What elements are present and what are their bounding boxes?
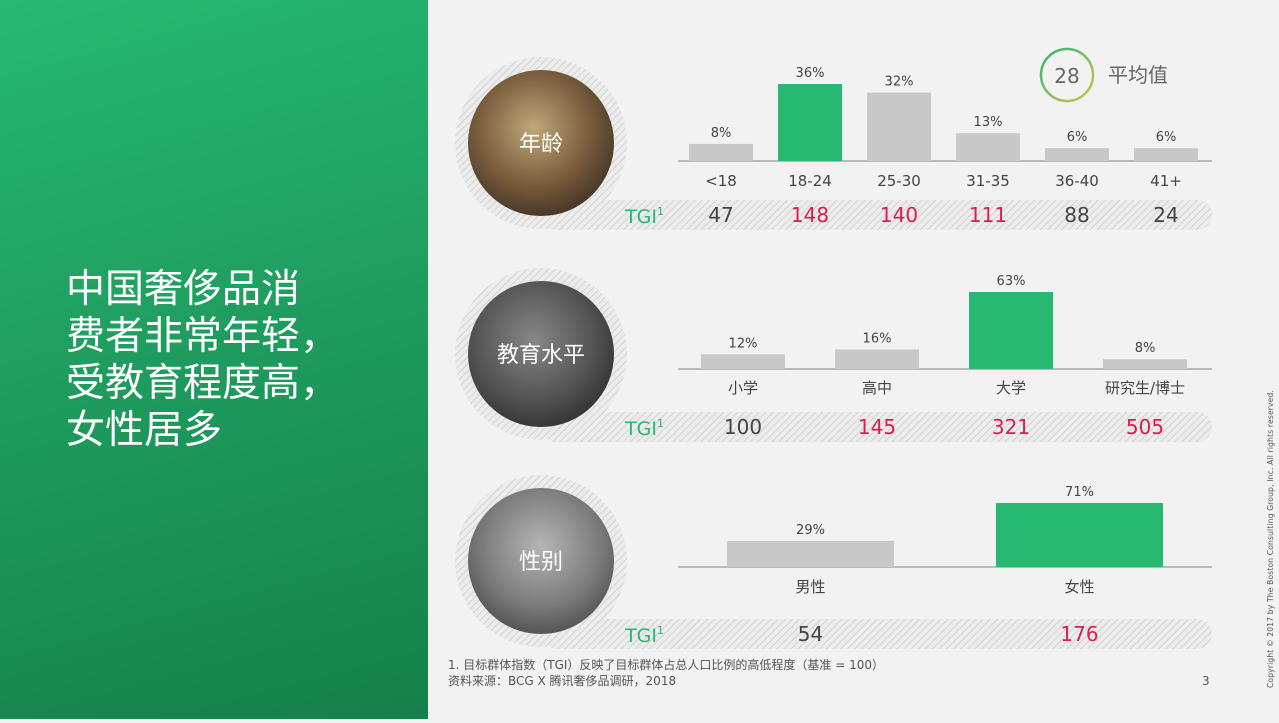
category-tick-label: 25-30 bbox=[877, 172, 921, 190]
tgi-label: TGI1 bbox=[624, 205, 664, 228]
copyright-text: Copyright © 2017 by The Boston Consultin… bbox=[1266, 389, 1275, 688]
charts-panel: 年龄 TGI1 8% <18 47 36% 18-24 148 32% 25-30 140 13% 31… bbox=[428, 0, 1279, 719]
chart-group: 年龄 TGI1 8% <18 47 36% 18-24 148 32% 25-30 140 13% 31… bbox=[455, 57, 1212, 230]
bar bbox=[1103, 359, 1187, 369]
bar bbox=[778, 84, 842, 161]
category-tick-label: 研究生/博士 bbox=[1105, 379, 1185, 397]
bar-value-label: 13% bbox=[974, 115, 1003, 130]
tgi-value: 505 bbox=[1126, 415, 1164, 439]
bar bbox=[701, 354, 785, 369]
photo-overlay bbox=[468, 281, 614, 427]
photo-overlay bbox=[468, 70, 614, 216]
charts-svg: 年龄 TGI1 8% <18 47 36% 18-24 148 32% 25-30 140 13% 31… bbox=[455, 47, 1212, 649]
average-value: 28 bbox=[1054, 64, 1079, 88]
chart-group: 性别 TGI1 29% 男性 54 71% 女性 176 bbox=[455, 475, 1212, 649]
category-tick-label: 36-40 bbox=[1055, 172, 1099, 190]
category-tick-label: <18 bbox=[705, 172, 737, 190]
tgi-value: 47 bbox=[708, 203, 733, 227]
tgi-label: TGI1 bbox=[624, 624, 664, 647]
bar-value-label: 29% bbox=[796, 523, 825, 538]
tgi-value: 140 bbox=[880, 203, 918, 227]
average-badge: 28 平均值 bbox=[1039, 47, 1168, 103]
category-title: 教育水平 bbox=[497, 343, 585, 368]
woman-with-phone-photo bbox=[468, 488, 614, 634]
bar bbox=[956, 133, 1020, 161]
bar bbox=[969, 292, 1053, 369]
bar-value-label: 16% bbox=[863, 331, 892, 346]
category-tick-label: 小学 bbox=[728, 379, 758, 397]
tgi-value: 100 bbox=[724, 415, 762, 439]
tgi-value: 176 bbox=[1060, 622, 1098, 646]
bar bbox=[867, 92, 931, 161]
category-tick-label: 男性 bbox=[795, 578, 825, 596]
chart-group: 教育水平 TGI1 12% 小学 100 16% 高中 145 63% 大学 321 8% 研究生/博士… bbox=[455, 268, 1212, 442]
left-green-panel: 中国奢侈品消 费者非常年轻， 受教育程度高， 女性居多 bbox=[0, 0, 428, 719]
bar-value-label: 12% bbox=[729, 336, 758, 351]
bar bbox=[727, 540, 894, 567]
bar-value-label: 32% bbox=[885, 75, 914, 90]
bar-value-label: 6% bbox=[1156, 130, 1177, 145]
headline-line: 费者非常年轻， bbox=[66, 314, 340, 359]
tgi-value: 148 bbox=[791, 203, 829, 227]
students-photo bbox=[468, 281, 614, 427]
category-tick-label: 大学 bbox=[996, 379, 1026, 397]
tgi-band bbox=[541, 412, 1212, 442]
tgi-value: 111 bbox=[969, 203, 1007, 227]
headline-line: 女性居多 bbox=[66, 408, 223, 453]
bar-value-label: 8% bbox=[711, 126, 732, 141]
bar-value-label: 63% bbox=[997, 274, 1026, 289]
bar bbox=[1134, 148, 1198, 161]
bar-value-label: 6% bbox=[1067, 130, 1088, 145]
tgi-value: 54 bbox=[798, 622, 823, 646]
category-tick-label: 高中 bbox=[862, 379, 892, 397]
category-tick-label: 18-24 bbox=[788, 172, 832, 190]
bar bbox=[835, 349, 919, 369]
tgi-value: 24 bbox=[1153, 203, 1178, 227]
footnote-line: 1. 目标群体指数（TGI）反映了目标群体占总人口比例的高低程度（基准 = 10… bbox=[448, 658, 885, 672]
bar-value-label: 71% bbox=[1065, 485, 1094, 500]
source-line: 资料来源：BCG X 腾讯奢侈品调研，2018 bbox=[448, 674, 677, 688]
category-title: 性别 bbox=[519, 550, 563, 575]
photo-overlay bbox=[468, 488, 614, 634]
page-number: 3 bbox=[1202, 674, 1210, 688]
bar bbox=[689, 143, 753, 161]
tgi-value: 88 bbox=[1064, 203, 1089, 227]
category-title: 年龄 bbox=[519, 132, 563, 157]
tgi-band bbox=[541, 619, 1212, 649]
headline-line: 中国奢侈品消 bbox=[66, 267, 301, 312]
headline-line: 受教育程度高， bbox=[66, 361, 340, 406]
bar-value-label: 8% bbox=[1135, 341, 1156, 356]
footnote: 1. 目标群体指数（TGI）反映了目标群体占总人口比例的高低程度（基准 = 10… bbox=[448, 657, 884, 689]
category-tick-label: 31-35 bbox=[966, 172, 1010, 190]
headline: 中国奢侈品消 费者非常年轻， 受教育程度高， 女性居多 bbox=[66, 266, 386, 454]
bar bbox=[996, 503, 1163, 567]
tgi-value: 145 bbox=[858, 415, 896, 439]
average-label: 平均值 bbox=[1108, 63, 1168, 87]
tgi-value: 321 bbox=[992, 415, 1030, 439]
young-couple-photo bbox=[468, 70, 614, 216]
category-tick-label: 41+ bbox=[1150, 172, 1182, 190]
tgi-band bbox=[541, 200, 1212, 230]
bar-value-label: 36% bbox=[796, 66, 825, 81]
tgi-label: TGI1 bbox=[624, 417, 664, 440]
category-tick-label: 女性 bbox=[1064, 578, 1094, 596]
bar bbox=[1045, 148, 1109, 161]
